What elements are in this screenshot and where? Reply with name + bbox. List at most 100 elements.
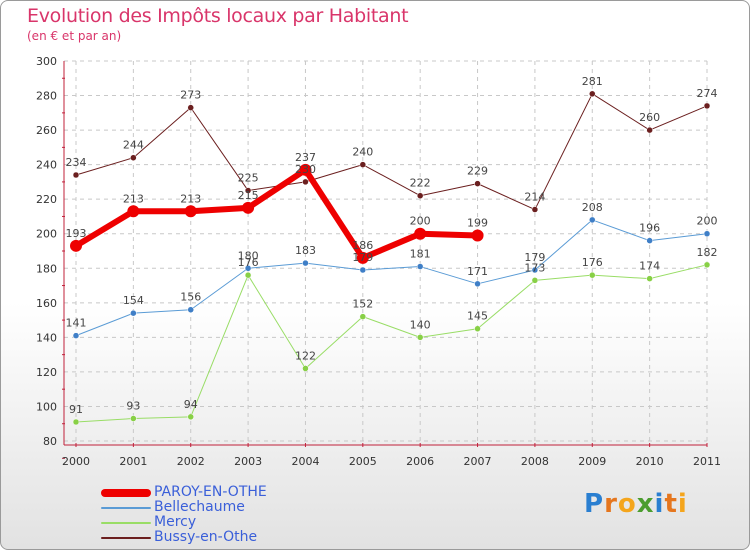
logo-letter: i (677, 489, 688, 519)
y-tick-label: 300 (36, 55, 57, 68)
bellechaume-data-label: 181 (410, 248, 431, 261)
bellechaume-point (302, 259, 309, 267)
bellechaume-data-label: 208 (582, 201, 603, 214)
bussy-en-othe-point (531, 206, 539, 213)
mercy-data-label: 174 (639, 260, 660, 273)
bussy-en-othe-data-label: 273 (180, 89, 201, 102)
x-tick-label: 2010 (636, 455, 664, 468)
x-tick-label: 2002 (177, 455, 205, 468)
bussy-en-othe-line (75, 93, 708, 211)
bussy-en-othe-data-label: 225 (238, 172, 259, 185)
x-tick-label: 2008 (521, 455, 549, 468)
legend-item-bellechaume: Bellechaume (101, 500, 267, 515)
bellechaume-point (474, 280, 481, 288)
y-tick-label: 240 (36, 159, 57, 172)
paroy-en-othe-data-label: 200 (410, 215, 431, 228)
bussy-en-othe-point (72, 171, 80, 179)
bussy-en-othe-data-label: 244 (123, 139, 144, 152)
mercy-data-label: 91 (69, 403, 83, 416)
mercy-line (75, 264, 708, 423)
mercy-point (244, 271, 252, 279)
mercy-point (72, 418, 80, 426)
bussy-en-othe-data-label: 260 (639, 111, 660, 124)
mercy-point (187, 413, 194, 421)
bellechaume-data-label: 180 (238, 249, 259, 262)
bellechaume-point (589, 216, 596, 224)
legend-label: Mercy (154, 514, 197, 530)
mercy-point (531, 277, 539, 284)
bussy-en-othe-data-label: 281 (582, 75, 603, 88)
bussy-en-othe-point (474, 180, 481, 187)
paroy-en-othe-point (184, 205, 197, 218)
bussy-en-othe-data-label: 240 (352, 146, 373, 159)
bellechaume-point (72, 332, 80, 339)
x-tick-label: 2004 (291, 455, 319, 468)
x-tick-label: 2011 (693, 455, 721, 468)
bellechaume-data-label: 183 (295, 244, 316, 257)
bussy-en-othe-data-label: 229 (467, 165, 488, 178)
paroy-en-othe-data-label: 186 (352, 239, 373, 252)
x-tick-label: 2006 (406, 455, 434, 468)
x-tick-label: 2005 (349, 455, 377, 468)
logo-letter: x (636, 489, 655, 519)
paroy-en-othe-point (242, 201, 255, 214)
bussy-en-othe-data-label: 234 (66, 156, 87, 169)
paroy-en-othe-data-label: 213 (180, 192, 201, 205)
bussy-en-othe-point (416, 192, 424, 199)
paroy-en-othe-data-label: 237 (295, 151, 316, 164)
paroy-en-othe-data-label: 215 (238, 189, 259, 202)
mercy-point (359, 313, 367, 320)
bellechaume-point (187, 306, 194, 313)
mercy-data-label: 176 (238, 256, 259, 269)
paroy-en-othe-point (471, 229, 484, 242)
bussy-en-othe-point (589, 90, 596, 98)
bussy-en-othe-point (302, 178, 309, 186)
logo-letter: t (664, 489, 678, 519)
mercy-data-label: 173 (524, 261, 545, 274)
mercy-data-label: 152 (352, 298, 373, 311)
paroy-en-othe-point (414, 227, 427, 240)
legend-label: Bellechaume (154, 499, 245, 515)
bellechaume-point (703, 230, 711, 237)
y-tick-label: 220 (36, 193, 57, 206)
y-tick-label: 140 (36, 331, 57, 344)
bussy-en-othe-point (244, 187, 252, 194)
paroy-en-othe-line (73, 166, 481, 261)
y-tick-label: 80 (43, 435, 57, 448)
legend-swatch (101, 521, 151, 524)
bussy-en-othe-point (130, 154, 137, 161)
mercy-data-label: 94 (184, 398, 198, 411)
x-tick-label: 2007 (464, 455, 492, 468)
legend-item-mercy: Mercy (101, 515, 267, 530)
bellechaume-point (646, 237, 653, 244)
mercy-data-label: 140 (410, 318, 431, 331)
mercy-data-label: 182 (697, 246, 718, 259)
bellechaume-point (531, 266, 539, 274)
mercy-point (703, 261, 711, 269)
bellechaume-data-label: 171 (467, 265, 488, 278)
y-tick-label: 100 (36, 400, 57, 413)
legend-label: PAROY-EN-OTHE (154, 484, 267, 500)
legend-swatch (101, 506, 151, 509)
logo-letter: o (617, 489, 637, 519)
x-tick-label: 2001 (119, 455, 147, 468)
mercy-point (416, 334, 424, 341)
paroy-en-othe-point (70, 239, 82, 252)
x-tick-label: 2009 (578, 455, 606, 468)
y-tick-label: 160 (36, 297, 57, 310)
logo-letter: r (604, 489, 618, 519)
legend-swatch (101, 488, 151, 497)
bellechaume-point (130, 309, 137, 317)
mercy-data-label: 176 (582, 256, 603, 269)
mercy-point (302, 365, 309, 372)
mercy-data-label: 93 (126, 400, 140, 413)
paroy-en-othe-data-label: 193 (66, 227, 87, 240)
mercy-point (589, 271, 596, 279)
proxiti-logo: Proxiti (584, 489, 688, 519)
bellechaume-data-label: 156 (180, 291, 201, 304)
bellechaume-data-label: 196 (639, 222, 660, 235)
bussy-en-othe-data-label: 274 (697, 87, 718, 100)
mercy-point (130, 415, 137, 422)
paroy-en-othe-point (356, 251, 369, 264)
